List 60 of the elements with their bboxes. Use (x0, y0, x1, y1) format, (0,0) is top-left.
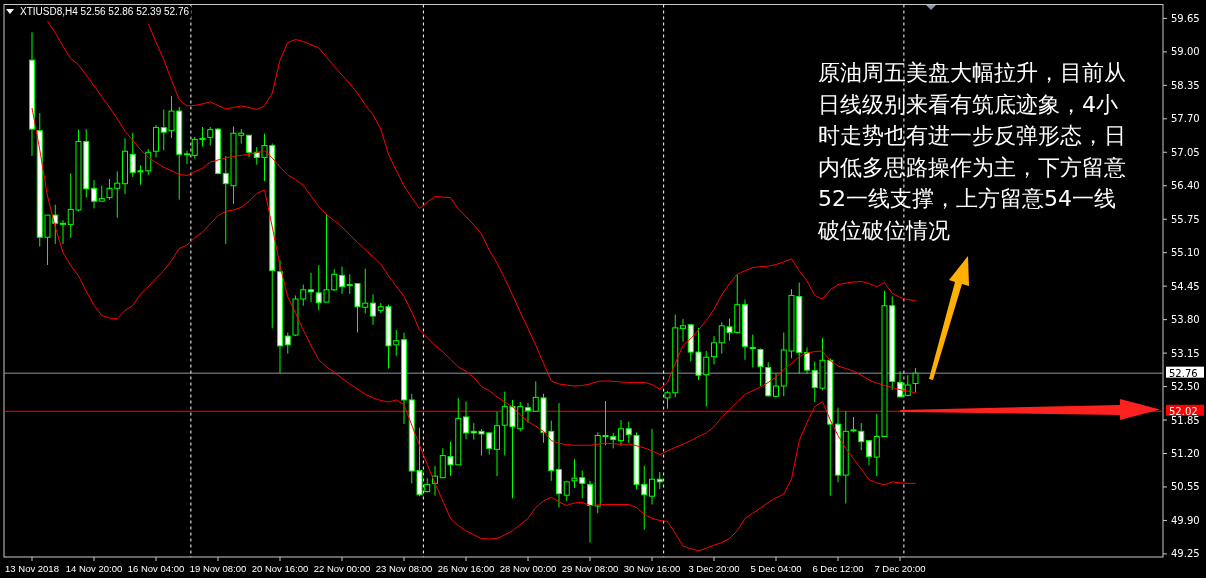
x-tick-label: 6 Dec 12:00 (812, 563, 864, 574)
x-tick-label: 23 Nov 08:00 (375, 563, 433, 574)
candlestick (804, 346, 810, 375)
x-tick-label: 20 Nov 16:00 (251, 563, 309, 574)
candlestick (897, 370, 903, 398)
x-tick-label: 16 Nov 04:00 (127, 563, 185, 574)
y-tick-label: 59.00 (1171, 46, 1200, 58)
candlestick (618, 419, 624, 447)
y-tick-label: 55.10 (1171, 247, 1200, 259)
x-tick-label: 28 Nov 00:00 (499, 563, 557, 574)
y-tick-label: 55.75 (1171, 213, 1200, 225)
x-tick-label: 30 Nov 16:00 (623, 563, 681, 574)
ref-line-label: 52.02 (1169, 405, 1198, 417)
candlestick (207, 126, 214, 147)
y-tick-label: 53.15 (1171, 347, 1200, 359)
y-tick-label: 50.55 (1171, 481, 1200, 493)
candlestick (308, 272, 314, 303)
candlestick (680, 318, 686, 343)
x-tick-label: 3 Dec 20:00 (688, 563, 740, 574)
y-tick-label: 59.65 (1171, 12, 1200, 24)
y-tick-label: 51.85 (1171, 414, 1200, 426)
candlestick (625, 421, 632, 444)
y-tick-label: 53.80 (1171, 314, 1200, 326)
candlestick (91, 179, 97, 209)
x-tick-label: 14 Nov 20:00 (65, 563, 123, 574)
candlestick (60, 219, 66, 245)
x-tick-label: 22 Nov 00:00 (313, 563, 371, 574)
candlestick (649, 428, 655, 505)
x-tick-label: 13 Nov 2018 (5, 563, 59, 574)
x-tick-label: 26 Nov 16:00 (437, 563, 495, 574)
ref-line-label: 52.76 (1169, 367, 1198, 379)
chart-title: XTIUSD8,H4 52.56 52.86 52.39 52.76 (20, 6, 190, 17)
x-tick-label: 7 Dec 20:00 (874, 563, 926, 574)
y-tick-label: 52.50 (1171, 381, 1200, 393)
candlestick (912, 367, 919, 393)
y-tick-label: 56.40 (1171, 180, 1200, 192)
y-tick-label: 58.35 (1171, 79, 1200, 91)
annotation: 原油周五美盘大幅拉升，目前从日线级别来看有筑底迹象，4小时走势也有进一步反弹形态，日内低多思路操作为主，下方留意52一线支撑，上方留意54一线破位破位情况 (817, 60, 1126, 243)
candlestick (370, 293, 376, 326)
candlestick (184, 150, 190, 165)
candlestick (858, 422, 865, 451)
candlestick (339, 266, 345, 295)
candlestick (587, 480, 593, 544)
candlestick (757, 347, 764, 387)
y-tick-label: 51.20 (1171, 448, 1200, 459)
candlestick (463, 401, 469, 440)
x-tick-label: 19 Nov 08:00 (189, 563, 247, 574)
y-tick-label: 57.05 (1171, 146, 1200, 158)
candlestick (711, 335, 717, 365)
y-tick-label: 54.45 (1171, 280, 1200, 292)
candlestick (866, 439, 872, 466)
y-tick-label: 49.25 (1171, 548, 1200, 560)
x-tick-label: 5 Dec 04:00 (750, 563, 802, 574)
x-tick-label: 29 Nov 08:00 (561, 563, 619, 574)
candlestick (494, 411, 500, 477)
y-tick-label: 57.70 (1171, 113, 1200, 125)
candlestick (749, 334, 756, 369)
y-tick-label: 49.90 (1171, 514, 1200, 526)
candlestick (153, 124, 159, 158)
candlestick (525, 402, 531, 424)
